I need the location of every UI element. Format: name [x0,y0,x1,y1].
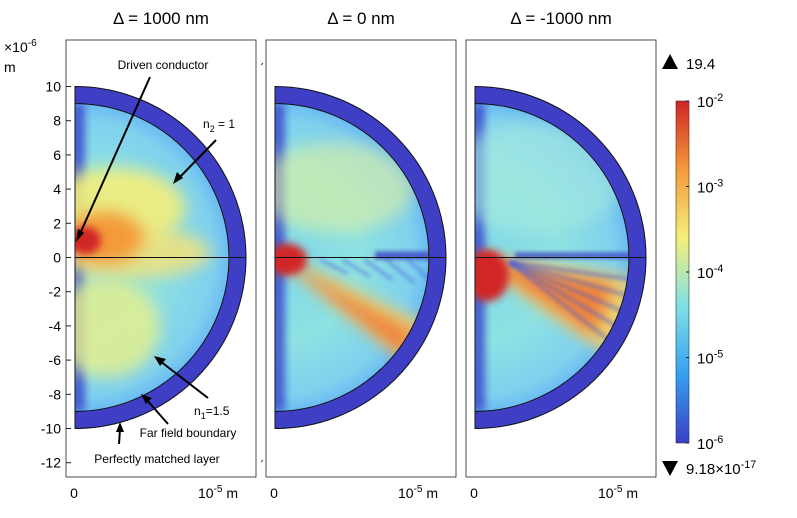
x-tick-0: 0 [270,485,278,501]
gap-tick [260,62,264,66]
far-field-boundary [274,103,430,412]
y-tick-label: -10 [41,421,61,437]
far-field-boundary [74,103,230,412]
dark-band [375,251,429,260]
interference-fringe [509,261,618,348]
y-tick-label: 0 [53,250,61,266]
y-unit: m [4,59,16,75]
arrowhead [116,422,124,432]
arrow-driven [78,76,151,237]
lobe [275,142,415,233]
interference-fringe [509,261,629,282]
colorbar-min-label: 9.18×10-17 [686,459,756,478]
y-tick-label: -8 [49,386,62,402]
lobe [475,122,625,233]
colorbar-max-label: 19.4 [686,56,715,73]
y-tick-label: 10 [45,79,61,95]
interference-fringe [341,258,371,278]
far-field-boundary [474,103,630,412]
plot-panels: Δ = 1000 nm0 10-5 mΔ = 0 nm0 10-5 mΔ = -10… [65,9,657,501]
lobe [75,277,160,378]
colorbar-tick-label: 10-6 [697,434,723,453]
colorbar-tick-label: 10-3 [697,178,723,197]
colorbar-tick-label: 10-5 [697,349,723,368]
gap-tick [260,459,264,463]
far-field-label: Far field boundary [140,426,237,440]
panel-1: Δ = 0 nm 0 10-5 m [265,9,457,501]
arrow-n2 [178,139,217,179]
pml-outline [474,85,647,430]
arrow-far-field [145,398,169,425]
n2-label: n2 = 1 [203,117,235,134]
arrowhead [141,394,152,404]
arrow-n1 [159,360,209,399]
interference-fringe [509,261,629,300]
interference-fringe [319,258,349,275]
annotations: Driven conductor n2 = 1 n1=1.5 Far field bo… [76,58,236,466]
y-tick-label: -2 [49,284,62,300]
y-multiplier: ×10-6 [4,38,37,55]
panel-title: Δ = 0 nm [327,9,395,28]
pml-outline [274,85,447,430]
interference-fringe [407,258,429,287]
pml-outline [74,85,247,430]
source-hotspot [475,249,509,302]
colorbar-tick-label: 10-4 [697,263,723,282]
colorbar-tick-label: 10-2 [697,92,723,111]
y-tick-label: 2 [53,215,61,231]
panel-title: Δ = -1000 nm [510,9,612,28]
arrowhead [76,229,84,242]
interference-fringe [385,258,415,284]
source-hotspot [75,226,101,255]
panel-title: Δ = 1000 nm [113,9,209,28]
y-tick-label: 4 [53,181,61,197]
interference-fringe [509,261,626,333]
y-tick-label: -12 [41,455,61,471]
max-triangle-icon [662,54,678,69]
beam-core [275,255,415,358]
interference-fringe [509,261,629,317]
panel-2: Δ = -1000 nm 0 10-5 m [465,9,657,501]
x-tick-end: 10-5 m [398,484,438,501]
driven-conductor-label: Driven conductor [118,58,209,72]
dark-band [515,252,629,259]
arrowhead [154,356,166,366]
x-tick-end: 10-5 m [198,484,238,501]
pml-label: Perfectly matched layer [94,452,219,466]
y-tick-label: -6 [49,352,62,368]
x-tick-0: 0 [70,485,78,501]
x-tick-0: 0 [470,485,478,501]
colorbar: 10-2 10-3 10-4 10-5 10-6 19.4 9.18×10-17 [662,54,756,478]
panel-0: Δ = 1000 nm 0 10-5 m [65,9,257,501]
y-tick-label: 6 [53,147,61,163]
y-tick-label: 8 [53,113,61,129]
y-axis: 10 8 6 4 2 0 -2 -4 -6 -8 -10 -12 ×10-6 m [4,38,264,471]
min-triangle-icon [662,461,678,476]
source-hotspot [275,243,307,276]
x-tick-end: 10-5 m [598,484,638,501]
y-tick-label: -4 [49,318,62,334]
n1-label: n1=1.5 [194,404,230,421]
interference-fringe [363,258,393,281]
arrowhead [173,172,183,184]
